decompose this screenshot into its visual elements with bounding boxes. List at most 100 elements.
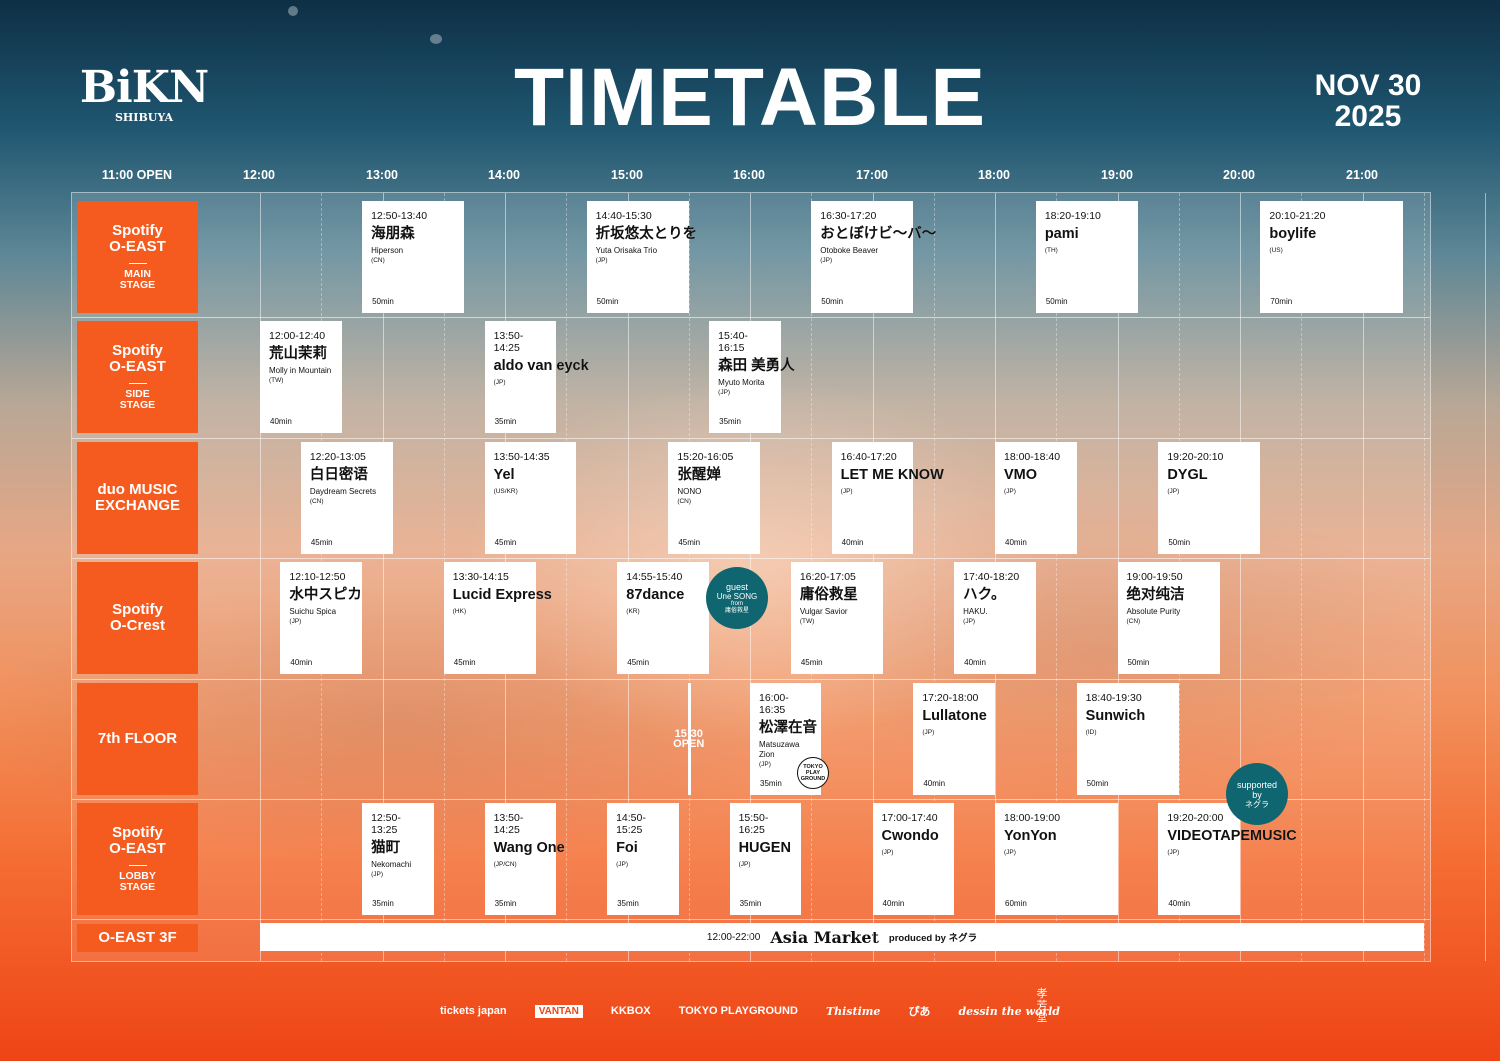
stage-divider [128, 383, 147, 384]
guest-bubble-text: from [731, 600, 743, 607]
act-name: Wang One [493, 840, 565, 856]
row-divider [72, 438, 1430, 439]
time-header: 12:00 [243, 168, 275, 182]
floor-open-marker [687, 683, 691, 795]
act-name: Lullatone [922, 708, 987, 724]
act-name: 森田 美勇人 [718, 358, 795, 374]
act-duration: 70min [1270, 297, 1293, 306]
act-card[interactable]: 12:00-12:40 荒山茉莉 Molly in Mountain (TW) 40mi… [260, 321, 342, 433]
act-card[interactable]: 18:40-19:30 Sunwich (ID) 50min [1076, 683, 1179, 795]
act-card[interactable]: 12:50-13:25 猫町 Nekomachi (JP) 35min [362, 803, 434, 915]
act-card[interactable]: 19:20-20:10 DYGL (JP) 50min [1158, 442, 1261, 554]
act-time: 19:20-20:00 [1167, 812, 1224, 824]
act-name: 海朋森 [371, 226, 415, 242]
stage-label: Spotify O-EAST SIDE STAGE [77, 321, 198, 433]
act-origin: (JP) [820, 257, 833, 264]
act-card[interactable]: 12:20-13:05 白日密语 Daydream Secrets (CN) 45min [300, 442, 393, 554]
act-origin: (JP) [595, 257, 608, 264]
act-time: 13:50-14:25 [493, 812, 524, 836]
act-name: boylife [1269, 226, 1317, 242]
act-origin: (CN) [309, 498, 324, 505]
act-origin: (JP) [1167, 849, 1180, 856]
act-duration: 50min [1127, 658, 1150, 667]
act-duration: 50min [372, 297, 394, 306]
act-romanized: Myuto Morita [718, 378, 765, 387]
act-card[interactable]: 12:10-12:50 水中スピカ Suichu Spica (JP) 40min [280, 562, 363, 674]
act-name: LET ME KNOW [840, 467, 944, 483]
act-card[interactable]: 14:50-15:25 Foi (JP) 35min [607, 803, 679, 915]
act-card[interactable]: 15:50-16:25 HUGEN (JP) 35min [729, 803, 802, 915]
act-origin: (ID) [1085, 729, 1097, 736]
grid-line [260, 193, 261, 961]
act-time: 15:50-16:25 [738, 812, 769, 836]
act-card[interactable]: 19:00-19:50 绝对纯洁 Absolute Purity (CN) 50min [1117, 562, 1220, 674]
stage-name: 7th FLOOR [97, 730, 178, 747]
act-card[interactable]: 19:20-20:00 VIDEOTAPEMUSIC (JP) 40min [1158, 803, 1297, 915]
act-card[interactable]: 12:50-13:40 海朋森 Hiperson (CN) 50min [362, 201, 465, 313]
act-origin: (JP) [922, 729, 935, 736]
act-duration: 35min [760, 779, 782, 788]
time-header: 18:00 [978, 168, 1010, 182]
tokyo-playground-badge: TOKYO PLAY GROUND [797, 757, 829, 789]
act-card[interactable]: 20:10-21:20 boylife (US) 70min [1260, 201, 1404, 313]
row-divider [72, 317, 1430, 318]
act-name: YonYon [1004, 828, 1057, 844]
grid-line [382, 193, 384, 961]
grid-line [566, 193, 568, 961]
act-duration: 45min [800, 658, 823, 667]
act-card[interactable]: 14:55-15:40 87dance (KR) 45min [617, 562, 710, 674]
act-name: 绝对纯洁 [1126, 587, 1185, 603]
act-romanized: Yuta Orisaka Trio [595, 246, 658, 255]
act-origin: (JP) [1004, 488, 1016, 495]
supported-bubble-text: ネグラ [1245, 799, 1269, 809]
act-name: 庸俗救星 [799, 587, 858, 603]
act-card[interactable]: 13:30-14:15 Lucid Express (HK) 45min [443, 562, 552, 674]
act-card[interactable]: 17:40-18:20 ハク。 HAKU. (JP) 40min [954, 562, 1036, 674]
act-card[interactable]: 17:20-18:00 Lullatone (JP) 40min [913, 683, 995, 795]
time-header: 19:00 [1101, 168, 1133, 182]
act-time: 15:20-16:05 [677, 451, 734, 463]
logo-subtitle: SHIBUYA [114, 111, 174, 124]
act-card[interactable]: 18:00-19:00 YonYon (JP) 60min [995, 803, 1118, 915]
act-name: aldo van eyck [493, 358, 589, 374]
act-duration: 40min [923, 779, 946, 788]
stage-label: Spotify O-EAST MAIN STAGE [77, 201, 198, 313]
act-origin: (JP) [840, 488, 853, 495]
act-card[interactable]: 15:20-16:05 张醒婵 NONO (CN) 45min [668, 442, 761, 554]
stamp-logo: 孝芳堂 [1036, 987, 1048, 1024]
act-card[interactable]: 18:00-18:40 VMO (JP) 40min [995, 442, 1077, 554]
act-duration: 40min [841, 538, 864, 547]
time-header: 11:00 OPEN [101, 168, 173, 182]
sponsor-logo: dessin the world [958, 1004, 1060, 1018]
act-name: 荒山茉莉 [269, 346, 327, 362]
act-card[interactable]: 13:50-14:35 Yel (US/KR) 45min [484, 442, 577, 554]
act-card[interactable]: 13:50-14:25 aldo van eyck (JP) 35min [484, 321, 589, 433]
stage-name: O-EAST 3F [98, 929, 177, 946]
act-time: 14:50-15:25 [616, 812, 646, 836]
act-card[interactable]: 14:40-15:30 折坂悠太とりを Yuta Orisaka Trio (JP) 5… [586, 201, 697, 313]
act-card[interactable]: 16:20-17:05 庸俗救星 Vulgar Savior (TW) 45min [790, 562, 883, 674]
act-time: 14:55-15:40 [626, 571, 683, 583]
act-name: ハク。 [963, 587, 1006, 603]
act-origin: (CN) [371, 257, 385, 264]
act-romanized: Suichu Spica [289, 607, 337, 616]
act-time: 12:10-12:50 [289, 571, 346, 583]
act-time: 20:10-21:20 [1269, 210, 1326, 222]
act-card[interactable]: 15:40-16:15 森田 美勇人 Myuto Morita (JP) 35min [709, 321, 795, 433]
sponsor-logo: Thistime [825, 1004, 881, 1018]
act-duration: 50min [1045, 297, 1068, 306]
act-card[interactable]: 18:20-19:10 pami (TH) 50min [1035, 201, 1138, 313]
act-card[interactable]: 16:30-17:20 おとぼけビ〜バ〜 Otoboke Beaver (JP) 50m… [811, 201, 936, 313]
sponsor-logo: KKBOX [610, 1005, 651, 1017]
act-time: 12:50-13:40 [371, 210, 428, 222]
act-origin: (CN) [1126, 618, 1141, 625]
act-name: pami [1044, 226, 1079, 242]
floor-open-label: 15:30 OPEN [669, 729, 709, 750]
act-origin: (US) [1269, 247, 1283, 254]
act-time: 14:40-15:30 [595, 210, 652, 222]
act-romanized: Absolute Purity [1126, 607, 1181, 616]
time-header: 16:00 [733, 168, 765, 182]
act-card[interactable]: 17:00-17:40 Cwondo (JP) 40min [872, 803, 955, 915]
act-card[interactable]: 13:50-14:25 Wang One (JP/CN) 35min [484, 803, 565, 915]
act-card[interactable]: 16:40-17:20 LET ME KNOW (JP) 40min [831, 442, 944, 554]
